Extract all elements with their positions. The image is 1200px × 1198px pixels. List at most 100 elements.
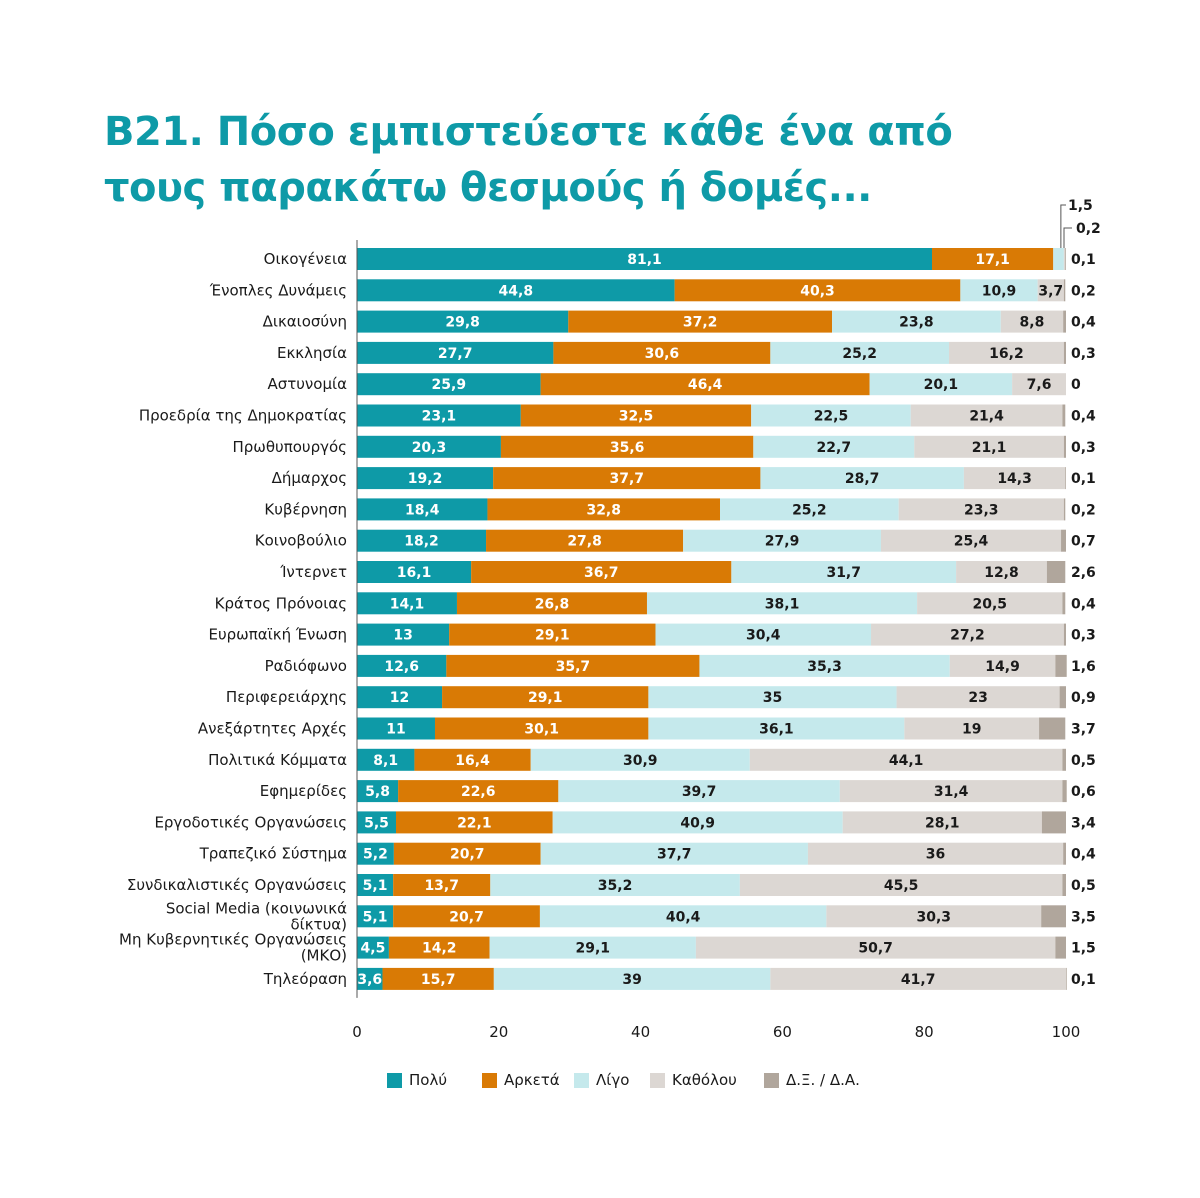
bar-segment bbox=[393, 842, 541, 865]
data-label: 32,5 bbox=[619, 409, 654, 425]
bar-segment bbox=[917, 592, 1063, 615]
data-label: 26,8 bbox=[535, 596, 570, 612]
bar-segment bbox=[357, 686, 443, 709]
category-label: Προεδρία της Δημοκρατίας bbox=[139, 407, 347, 425]
data-label: 32,8 bbox=[586, 502, 621, 518]
data-label: 28,7 bbox=[845, 471, 880, 487]
data-label: 50,7 bbox=[858, 941, 893, 957]
category-label: Social Media (κοινωνικά δίκτυα) bbox=[166, 899, 347, 933]
bar-segment bbox=[1065, 467, 1066, 490]
bar-segment bbox=[871, 623, 1064, 646]
bar-segment bbox=[357, 967, 383, 990]
bar-segment bbox=[500, 435, 754, 458]
bar-segment bbox=[434, 717, 649, 740]
data-label: 25,2 bbox=[792, 502, 827, 518]
data-label: 7,6 bbox=[1027, 377, 1052, 393]
data-label: 31,4 bbox=[934, 784, 969, 800]
bar-segment bbox=[357, 310, 569, 333]
data-label: 36,7 bbox=[584, 565, 619, 581]
bar-segment bbox=[357, 936, 389, 959]
bar-segment bbox=[357, 654, 447, 677]
data-label: 20,7 bbox=[450, 847, 485, 863]
bar-segment bbox=[655, 623, 872, 646]
data-label: 23 bbox=[968, 690, 987, 706]
data-label: 17,1 bbox=[975, 252, 1010, 268]
data-label: 30,6 bbox=[645, 346, 680, 362]
data-label-dk-na: 0,6 bbox=[1071, 784, 1096, 800]
data-label: 16,4 bbox=[455, 753, 490, 769]
data-label: 41,7 bbox=[901, 972, 936, 988]
bar-segment bbox=[558, 780, 840, 803]
data-label: 19 bbox=[962, 722, 981, 738]
bar-segment bbox=[490, 874, 740, 896]
legend-label-poly: Πολύ bbox=[409, 1071, 448, 1089]
bar-segment bbox=[1063, 248, 1066, 270]
data-label: 14,2 bbox=[422, 941, 457, 957]
bar-segment bbox=[568, 310, 833, 333]
bar-segment bbox=[393, 905, 540, 928]
bar-segment bbox=[1063, 623, 1066, 646]
data-label: 10,9 bbox=[982, 283, 1017, 299]
data-label: 29,1 bbox=[535, 628, 570, 644]
category-label: Κυβέρνηση bbox=[264, 500, 347, 518]
bar-segment bbox=[963, 467, 1066, 490]
data-label: 8,1 bbox=[373, 753, 398, 769]
data-label: 5,2 bbox=[363, 847, 388, 863]
data-label: 11 bbox=[386, 722, 405, 738]
bar-segment bbox=[357, 905, 394, 928]
category-label: Εκκλησία bbox=[277, 344, 347, 362]
legend-item-katholou: Καθόλου bbox=[650, 1068, 737, 1092]
data-label: 12 bbox=[390, 690, 409, 706]
data-label: 39 bbox=[622, 972, 641, 988]
data-label-dk-na: 0,1 bbox=[1071, 972, 1096, 988]
bar-segment bbox=[1046, 561, 1066, 583]
data-label: 27,2 bbox=[950, 628, 985, 644]
bar-segment bbox=[357, 373, 541, 396]
data-label: 20,1 bbox=[924, 377, 959, 393]
bar-segment bbox=[648, 717, 905, 740]
bar-segment bbox=[807, 842, 1064, 865]
x-tick-label: 80 bbox=[915, 1023, 934, 1041]
bar-segment bbox=[648, 686, 897, 709]
data-label: 5,1 bbox=[363, 878, 388, 894]
bar-segment bbox=[956, 561, 1047, 583]
chart-title-line-2: τους παρακάτω θεσμούς ή δομές... bbox=[104, 165, 872, 211]
category-label: Τηλεόραση bbox=[263, 970, 347, 988]
data-label: 14,3 bbox=[997, 471, 1032, 487]
bar-segment bbox=[1063, 310, 1066, 333]
category-label: Ραδιόφωνο bbox=[265, 657, 347, 675]
data-label-dk-na: 0,3 bbox=[1071, 346, 1096, 362]
data-label: 19,2 bbox=[408, 471, 443, 487]
x-tick-label: 20 bbox=[489, 1023, 508, 1041]
data-label: 35 bbox=[763, 690, 782, 706]
category-label: Οικογένεια bbox=[264, 250, 347, 268]
bar-segment bbox=[357, 341, 554, 364]
data-label-dk-na: 0,2 bbox=[1071, 502, 1096, 518]
bar-segment bbox=[357, 467, 494, 490]
category-label: Μη Κυβερνητικές Οργανώσεις (ΜΚΟ) bbox=[119, 931, 347, 965]
data-label: 37,2 bbox=[683, 315, 718, 331]
bar-segment bbox=[749, 748, 1063, 771]
bar-segment bbox=[382, 967, 494, 990]
bar-segment bbox=[1063, 498, 1066, 521]
bar-segment bbox=[1066, 967, 1067, 990]
bar-segment bbox=[357, 842, 394, 865]
data-label: 29,1 bbox=[575, 941, 610, 957]
bar-segment bbox=[1062, 780, 1067, 803]
data-label-dk-na: 2,6 bbox=[1071, 565, 1096, 581]
legend-label-katholou: Καθόλου bbox=[672, 1071, 737, 1089]
data-label: 30,4 bbox=[746, 628, 781, 644]
legend-swatch-ligo bbox=[574, 1072, 589, 1088]
bar-segment bbox=[949, 654, 1056, 677]
data-label: 5,8 bbox=[365, 784, 390, 800]
bar-segment bbox=[449, 623, 656, 646]
bar-segment bbox=[880, 529, 1062, 552]
category-label: Πρωθυπουργός bbox=[233, 438, 348, 456]
data-label: 16,2 bbox=[989, 346, 1024, 362]
bar-segment bbox=[357, 623, 450, 646]
bar-segment bbox=[904, 717, 1040, 740]
bar-segment bbox=[489, 936, 696, 959]
bar-segment bbox=[1000, 310, 1064, 333]
bar-segment bbox=[839, 780, 1063, 803]
legend-label-arketa: Αρκετά bbox=[504, 1071, 560, 1089]
